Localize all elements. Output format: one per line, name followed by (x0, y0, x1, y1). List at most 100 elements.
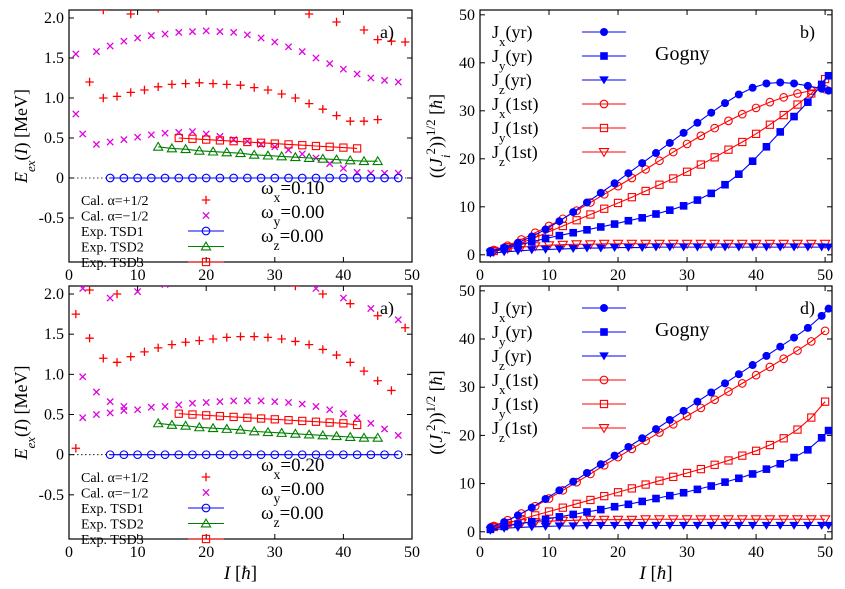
cal-plus-point (181, 338, 190, 347)
bottom-left-xtick-label: 0 (65, 544, 73, 561)
tsd2-point (276, 150, 288, 161)
jy_yr-point (776, 128, 785, 136)
jx_1st-point (641, 165, 650, 174)
legend-marker (201, 534, 211, 544)
bottom-right-xtick-label: 0 (476, 544, 484, 561)
jy_yr-line (490, 430, 829, 530)
top-left-xtick-label: 0 (65, 267, 73, 284)
jy_yr-point (679, 488, 688, 497)
top-right-ytick-label: 20 (459, 151, 475, 168)
jx_1st-point (765, 362, 775, 372)
tsd3-line (178, 137, 358, 149)
legend-label: Exp. TSD3 (81, 256, 144, 271)
jy_1st-point (696, 464, 706, 474)
jx_yr-point (734, 90, 743, 99)
jx_1st-point (751, 370, 761, 380)
cal-minus-point (92, 140, 101, 149)
cal-plus-point (112, 358, 122, 367)
jz_yr-point (678, 521, 689, 530)
jz_yr-point (789, 243, 799, 252)
jy_yr-point (610, 502, 619, 511)
jz_yr-point (499, 524, 509, 533)
jz_yr-point (775, 243, 786, 252)
legend-marker (600, 52, 608, 60)
cal-minus-point (188, 27, 197, 36)
tsd2-point (207, 146, 219, 156)
jy_yr-point (776, 460, 785, 468)
top-left-panel-label: a) (380, 22, 394, 43)
jz_yr-point (526, 246, 537, 255)
jz_yr-point (623, 521, 634, 530)
jx_yr-point (748, 361, 757, 370)
bottom-right-annotation: Gogny (655, 319, 709, 341)
tsd1-point (215, 173, 225, 183)
jx_1st-point (710, 123, 720, 133)
jy_1st-point (586, 495, 595, 505)
cal-plus-point (181, 79, 190, 88)
tsd3-point (311, 141, 321, 151)
jz_1st-point (640, 515, 652, 525)
tsd3-point (325, 142, 334, 151)
legend-label: Jx(yr) (492, 298, 532, 325)
bottom-right-ytick-label: 10 (459, 476, 475, 493)
jz_yr-point (734, 521, 744, 530)
jz_yr-point (595, 521, 606, 530)
top-left-xtick-label: 20 (198, 267, 214, 284)
jy_yr-point (817, 80, 826, 89)
top-left-omega-z: ωz=0.00 (261, 226, 324, 253)
bottom-right-frame (479, 285, 833, 540)
cal-plus-point (263, 333, 273, 342)
cal-minus-point (339, 65, 348, 73)
jy_1st-point (613, 488, 623, 497)
cal-plus-point (318, 289, 328, 299)
jx_yr-point (582, 198, 591, 207)
legend-marker (201, 503, 211, 513)
tsd3-point (270, 139, 279, 148)
jx_yr-point (638, 434, 647, 443)
jz_yr-point (747, 243, 758, 252)
jy_yr-point (721, 180, 729, 189)
cal-minus-point (394, 316, 402, 324)
jz_yr-point (720, 521, 730, 530)
tsd1-point (366, 173, 376, 183)
legend-marker (201, 257, 211, 267)
top-left-ytick-label: 1.5 (44, 50, 64, 67)
jy_yr-point (679, 202, 688, 210)
tsd1-point (366, 450, 376, 460)
cal-minus-point (380, 169, 389, 177)
jy_yr-point (514, 241, 522, 249)
jy_1st-point (655, 476, 664, 485)
jy_1st-point (793, 100, 802, 109)
cal-plus-point (140, 347, 149, 357)
tsd1-point (256, 173, 266, 183)
tsd1-point (352, 173, 362, 183)
jy_yr-point (596, 505, 605, 514)
jx_yr-point (527, 503, 536, 512)
cal-plus-point (400, 323, 410, 332)
jy_1st-point (627, 484, 636, 493)
jx_1st-point (668, 147, 678, 157)
bottom-left-marks (71, 286, 410, 460)
jx_yr-point (693, 397, 702, 406)
tsd1-point (284, 173, 293, 183)
jx_yr-point (707, 108, 716, 117)
jx_yr-point (541, 225, 550, 234)
jy_yr-point (748, 157, 757, 165)
cal-minus-point (106, 138, 114, 146)
jx_yr-point (555, 217, 564, 226)
legend-marker (599, 399, 609, 409)
tsd1-point (339, 173, 348, 183)
tsd2-point (152, 417, 164, 428)
cal-minus-point (79, 286, 87, 293)
tsd2-point (344, 431, 356, 441)
jx_1st-point (724, 116, 733, 126)
bottom-left-xtick-label: 20 (198, 544, 214, 561)
cal-plus-point (140, 85, 149, 95)
tsd1-point (160, 173, 170, 183)
cal-plus-point (222, 80, 231, 89)
tsd2-point (152, 141, 164, 151)
cal-plus-point (277, 89, 286, 99)
jz_yr-point (823, 243, 832, 252)
top-left-omega-y: ωy=0.00 (261, 202, 324, 229)
bottom-left-ytick-label: 0 (56, 447, 64, 464)
